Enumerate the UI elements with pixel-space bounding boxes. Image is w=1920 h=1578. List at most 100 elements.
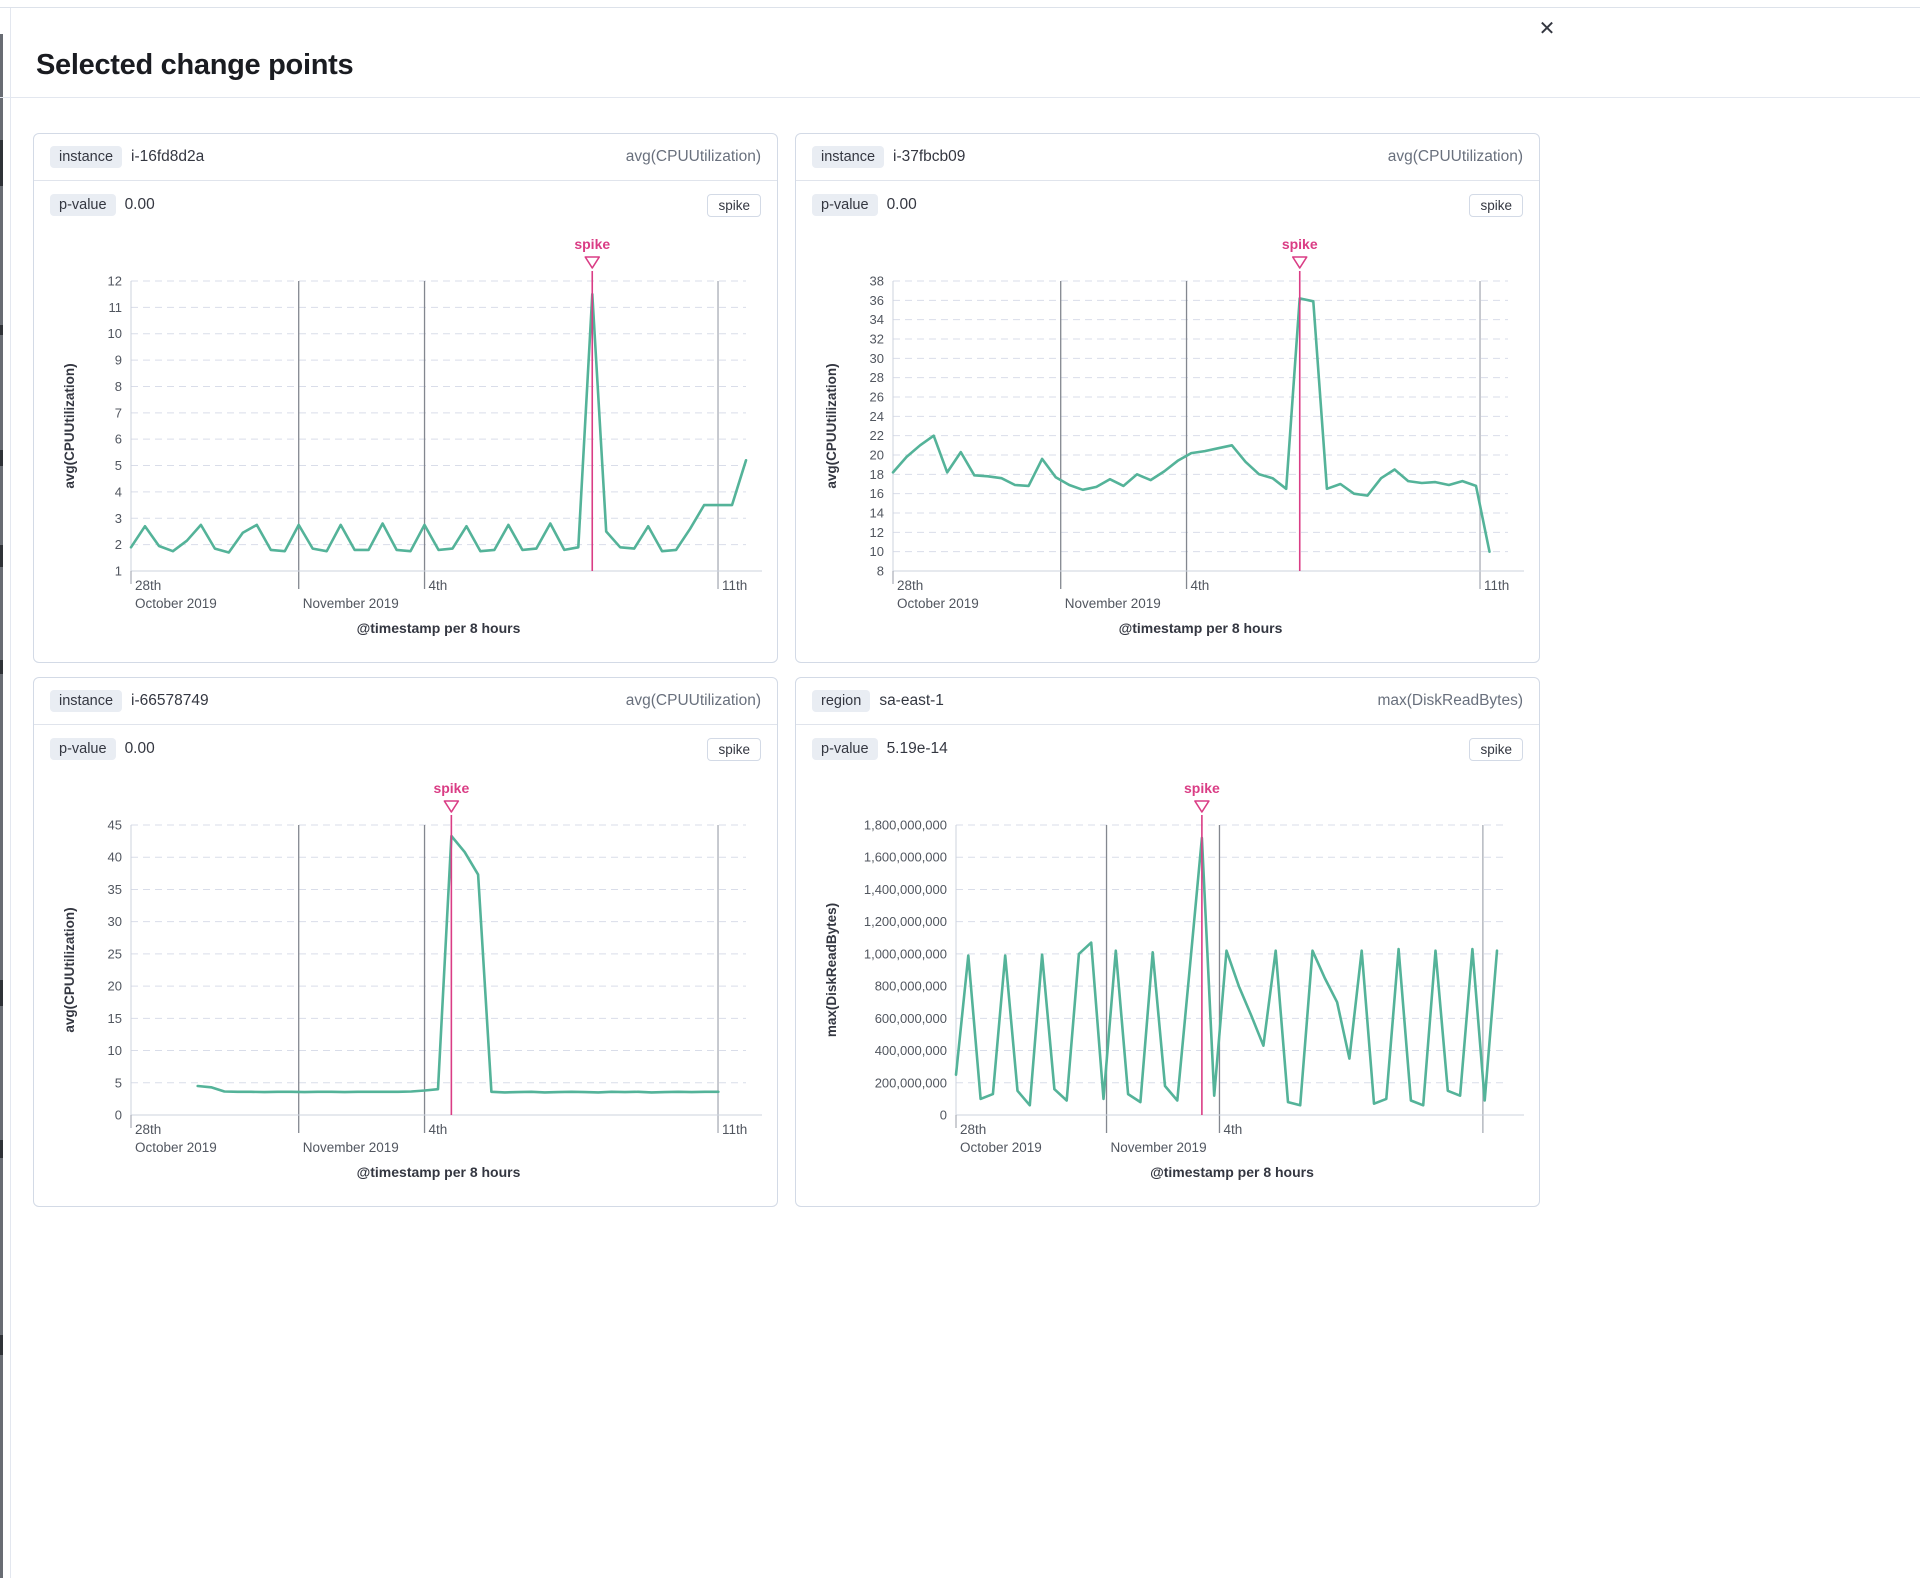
agg-function-label: avg(CPUUtilization) — [1387, 148, 1523, 165]
svg-text:1,800,000,000: 1,800,000,000 — [864, 818, 947, 833]
change-point-chart[interactable]: 0 5 10 15 20 25 30 35 40 45 28th 4th 11th October 201… — [34, 773, 777, 1203]
svg-text:4th: 4th — [1191, 578, 1210, 593]
svg-text:36: 36 — [870, 293, 884, 308]
flyout-left-border — [10, 8, 11, 1578]
change-point-chart[interactable]: 0 200,000,000 400,000,000 600,000,000 800,00… — [796, 773, 1539, 1203]
change-type-badge: spike — [1469, 193, 1523, 217]
svg-text:November 2019: November 2019 — [303, 1140, 399, 1155]
svg-text:30: 30 — [870, 351, 884, 366]
svg-text:4th: 4th — [429, 1122, 448, 1137]
svg-text:November 2019: November 2019 — [303, 596, 399, 611]
svg-text:7: 7 — [115, 405, 122, 420]
p-value: 5.19e-14 — [886, 740, 948, 757]
field-type-badge: instance — [50, 690, 123, 712]
svg-text:9: 9 — [115, 353, 122, 368]
panel-header: instance i-37fbcb09 avg(CPUUtilization) — [796, 134, 1539, 181]
svg-text:1,400,000,000: 1,400,000,000 — [864, 882, 947, 897]
svg-text:35: 35 — [108, 882, 122, 897]
svg-text:28th: 28th — [135, 1122, 161, 1137]
svg-text:1: 1 — [115, 564, 122, 579]
agg-function-label: avg(CPUUtilization) — [625, 148, 761, 165]
svg-text:26: 26 — [870, 390, 884, 405]
svg-text:spike: spike — [1184, 780, 1220, 796]
change-point-panel: instance i-16fd8d2a avg(CPUUtilization) … — [33, 133, 778, 663]
svg-text:8: 8 — [115, 379, 122, 394]
p-value: 0.00 — [124, 196, 155, 213]
svg-text:3: 3 — [115, 511, 122, 526]
close-button[interactable]: ✕ — [1530, 12, 1564, 46]
svg-text:600,000,000: 600,000,000 — [875, 1011, 947, 1026]
svg-text:@timestamp per 8 hours: @timestamp per 8 hours — [1150, 1164, 1314, 1180]
p-value-row: p-value 5.19e-14 spike — [796, 725, 1539, 773]
svg-text:5: 5 — [115, 1075, 122, 1090]
field-type-badge: instance — [50, 146, 123, 168]
svg-text:18: 18 — [870, 467, 884, 482]
svg-text:5: 5 — [115, 458, 122, 473]
svg-text:0: 0 — [115, 1108, 122, 1123]
p-value: 0.00 — [124, 740, 155, 757]
svg-text:1,200,000,000: 1,200,000,000 — [864, 914, 947, 929]
modal-title: Selected change points — [36, 49, 354, 82]
change-type-badge: spike — [1469, 737, 1523, 761]
svg-text:28th: 28th — [897, 578, 923, 593]
top-divider — [0, 7, 1920, 8]
p-value-badge: p-value — [50, 194, 116, 216]
svg-text:24: 24 — [870, 409, 884, 424]
svg-text:10: 10 — [108, 1043, 122, 1058]
svg-text:1,600,000,000: 1,600,000,000 — [864, 850, 947, 865]
field-value: sa-east-1 — [879, 692, 944, 709]
svg-text:4th: 4th — [429, 578, 448, 593]
svg-text:34: 34 — [870, 312, 884, 327]
svg-text:October 2019: October 2019 — [135, 1140, 217, 1155]
svg-text:40: 40 — [108, 850, 122, 865]
p-value-row: p-value 0.00 spike — [34, 725, 777, 773]
svg-text:1,000,000,000: 1,000,000,000 — [864, 946, 947, 961]
svg-text:200,000,000: 200,000,000 — [875, 1075, 947, 1090]
svg-text:22: 22 — [870, 428, 884, 443]
svg-text:max(DiskReadBytes): max(DiskReadBytes) — [824, 903, 839, 1037]
change-type-badge: spike — [707, 737, 761, 761]
p-value: 0.00 — [886, 196, 917, 213]
p-value-badge: p-value — [50, 738, 116, 760]
agg-function-label: avg(CPUUtilization) — [625, 692, 761, 709]
svg-text:spike: spike — [574, 236, 610, 252]
agg-function-label: max(DiskReadBytes) — [1377, 692, 1523, 709]
panels-grid: instance i-16fd8d2a avg(CPUUtilization) … — [33, 133, 1540, 1207]
close-icon: ✕ — [1538, 18, 1556, 40]
p-value-row: p-value 0.00 spike — [796, 181, 1539, 229]
svg-text:12: 12 — [108, 274, 122, 289]
svg-text:11th: 11th — [1484, 578, 1509, 593]
svg-text:32: 32 — [870, 332, 884, 347]
svg-text:November 2019: November 2019 — [1065, 596, 1161, 611]
svg-text:0: 0 — [940, 1108, 947, 1123]
field-value: i-66578749 — [131, 692, 209, 709]
svg-text:14: 14 — [870, 506, 884, 521]
svg-text:4: 4 — [115, 484, 122, 499]
p-value-row: p-value 0.00 spike — [34, 181, 777, 229]
svg-text:@timestamp per 8 hours: @timestamp per 8 hours — [1119, 620, 1283, 636]
svg-text:30: 30 — [108, 914, 122, 929]
svg-text:800,000,000: 800,000,000 — [875, 979, 947, 994]
panel-header: region sa-east-1 max(DiskReadBytes) — [796, 678, 1539, 725]
svg-text:10: 10 — [108, 326, 122, 341]
modal-header-divider — [0, 97, 1920, 98]
field-type-badge: region — [812, 690, 871, 712]
svg-text:6: 6 — [115, 432, 122, 447]
svg-text:28th: 28th — [960, 1122, 986, 1137]
svg-text:spike: spike — [433, 780, 469, 796]
svg-text:400,000,000: 400,000,000 — [875, 1043, 947, 1058]
svg-text:11th: 11th — [722, 1122, 747, 1137]
svg-text:12: 12 — [870, 525, 884, 540]
svg-text:10: 10 — [870, 544, 884, 559]
field-value: i-37fbcb09 — [893, 148, 966, 165]
svg-text:spike: spike — [1282, 236, 1318, 252]
p-value-badge: p-value — [812, 738, 878, 760]
change-point-panel: region sa-east-1 max(DiskReadBytes) p-va… — [795, 677, 1540, 1207]
svg-text:2: 2 — [115, 537, 122, 552]
field-value: i-16fd8d2a — [131, 148, 205, 165]
svg-text:20: 20 — [108, 979, 122, 994]
p-value-badge: p-value — [812, 194, 878, 216]
change-point-chart[interactable]: 8 10 12 14 16 18 20 22 24 26 28 30 32 34 36 38 28th 4th 11… — [796, 229, 1539, 659]
